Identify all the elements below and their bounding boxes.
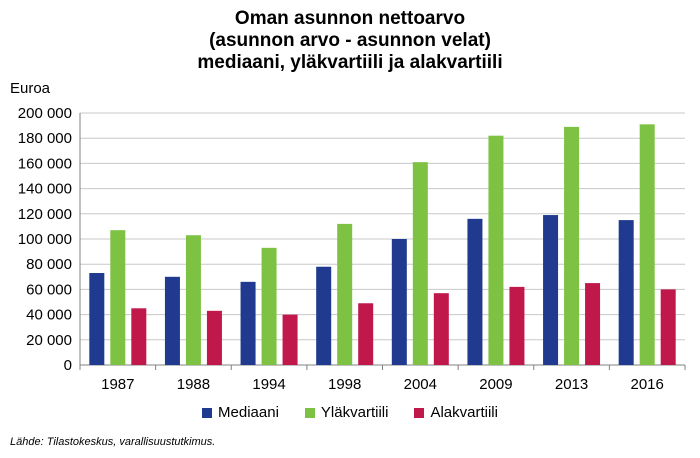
bar-alakvartiili-1988 [206,310,222,365]
legend-swatch [202,407,213,418]
bar-alakvartiili-1987 [131,308,147,365]
bar-alakvartiili-2009 [509,286,525,365]
legend-label: Mediaani [218,404,279,421]
bar-yläkvartiili-2004 [412,162,428,365]
y-tick-label: 180 000 [18,130,72,147]
legend-item: Mediaani [202,404,279,421]
bar-alakvartiili-1998 [358,303,374,365]
bar-mediaani-2009 [467,218,483,365]
legend-swatch [304,407,315,418]
y-axis-label: Euroa [10,80,51,97]
y-tick-label: 40 000 [26,307,72,324]
y-tick-label: 160 000 [18,155,72,172]
x-tick-label: 2004 [404,376,437,393]
y-tick-label: 80 000 [26,256,72,273]
x-tick-label: 2009 [479,376,512,393]
y-tick-label: 20 000 [26,332,72,349]
legend-label: Alakvartiili [430,404,498,421]
y-tick-label: 200 000 [18,105,72,122]
bar-mediaani-1994 [240,281,256,365]
y-tick-label: 140 000 [18,181,72,198]
y-tick-label: 120 000 [18,206,72,223]
x-tick-label: 1987 [101,376,134,393]
bar-yläkvartiili-1994 [261,247,277,365]
bar-alakvartiili-2004 [433,293,449,365]
legend-item: Yläkvartiili [304,404,389,421]
chart-title-line-1: Oman asunnon nettoarvo [234,8,466,29]
bar-alakvartiili-2013 [585,283,601,365]
legend-label: Yläkvartiili [320,404,389,421]
bar-yläkvartiili-2016 [639,124,655,365]
x-tick-label: 2013 [555,376,588,393]
legend-item: Alakvartiili [414,404,498,421]
source-note: Lähde: Tilastokeskus, varallisuustutkimu… [10,436,216,448]
bar-yläkvartiili-2013 [564,126,580,365]
legend-swatch [414,407,425,418]
bar-mediaani-2004 [391,239,407,365]
chart-title-line-2: (asunnon arvo - asunnon velat) [209,30,491,51]
bar-alakvartiili-1994 [282,314,298,365]
bar-mediaani-1988 [164,276,180,365]
bar-yläkvartiili-1988 [185,235,201,365]
y-tick-label: 0 [64,357,72,374]
y-tick-label: 100 000 [18,231,72,248]
x-tick-label: 2016 [631,376,664,393]
bar-mediaani-2013 [543,215,559,365]
bar-yläkvartiili-1987 [110,230,126,365]
bar-yläkvartiili-1998 [337,223,353,365]
y-tick-label: 60 000 [26,281,72,298]
x-tick-label: 1998 [328,376,361,393]
bar-mediaani-1987 [89,273,105,365]
bar-alakvartiili-2016 [660,289,676,365]
chart-title: Oman asunnon nettoarvo (asunnon arvo - a… [0,8,700,74]
chart-title-line-3: mediaani, yläkvartiili ja alakvartiili [197,52,503,73]
x-tick-label: 1994 [252,376,285,393]
legend: Mediaani Yläkvartiili Alakvartiili [0,404,700,421]
bar-yläkvartiili-2009 [488,135,504,365]
x-tick-label: 1988 [177,376,210,393]
bar-mediaani-1998 [316,266,332,365]
bar-mediaani-2016 [618,220,634,365]
